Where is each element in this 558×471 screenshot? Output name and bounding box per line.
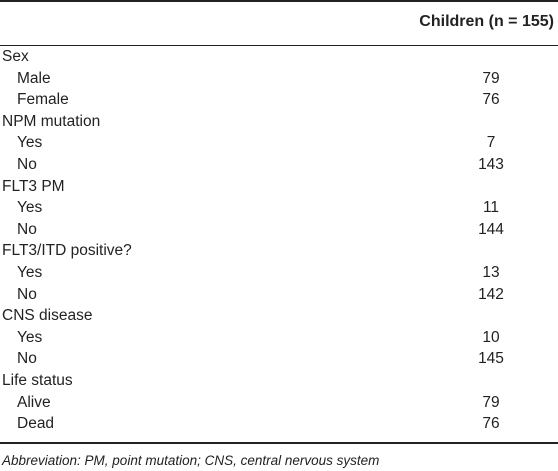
- row-label: No: [17, 285, 37, 303]
- table-row: Yes 13: [0, 262, 558, 284]
- bottom-rule: [0, 442, 558, 444]
- table-body: Sex Male 79 Female 76 NPM mutation Yes 7…: [0, 46, 558, 435]
- table-row: Yes 10: [0, 327, 558, 349]
- table-row: FLT3/ITD positive?: [0, 240, 558, 262]
- row-label: Yes: [17, 263, 43, 281]
- row-value: 10: [482, 328, 500, 346]
- row-value: 79: [482, 69, 500, 87]
- row-label: Alive: [17, 393, 51, 411]
- table-row: CNS disease: [0, 305, 558, 327]
- row-value: 142: [478, 285, 504, 303]
- header-rule: [0, 45, 558, 46]
- table-row: Yes 7: [0, 132, 558, 154]
- row-label: Life status: [2, 371, 73, 389]
- row-label: FLT3 PM: [2, 177, 65, 195]
- table-row: NPM mutation: [0, 111, 558, 133]
- table-row: Female 76: [0, 89, 558, 111]
- table-header: Children (n = 155): [0, 0, 558, 45]
- table-footnote: Abbreviation: PM, point mutation; CNS, c…: [2, 453, 380, 468]
- row-label: FLT3/ITD positive?: [2, 242, 132, 260]
- row-label: Yes: [17, 328, 43, 346]
- top-rule: [0, 0, 558, 2]
- table-row: FLT3 PM: [0, 176, 558, 198]
- row-value: 143: [478, 155, 504, 173]
- row-value: 79: [482, 393, 500, 411]
- row-label: NPM mutation: [2, 112, 101, 130]
- row-value: 7: [486, 134, 496, 152]
- table-row: No 143: [0, 154, 558, 176]
- table-row: No 144: [0, 219, 558, 241]
- row-label: No: [17, 155, 37, 173]
- row-label: Male: [17, 69, 51, 87]
- table-row: Male 79: [0, 68, 558, 90]
- row-value: 76: [482, 415, 500, 433]
- table-row: Life status: [0, 370, 558, 392]
- table-row: Sex: [0, 46, 558, 68]
- row-value: 145: [478, 350, 504, 368]
- row-value: 13: [482, 263, 500, 281]
- row-label: CNS disease: [2, 307, 93, 325]
- column-header-children: Children (n = 155): [419, 13, 554, 30]
- row-label: Sex: [2, 48, 29, 65]
- row-label: Yes: [17, 134, 43, 152]
- row-label: Yes: [17, 199, 43, 217]
- table-row: No 145: [0, 348, 558, 370]
- row-value: 11: [482, 199, 500, 217]
- row-value: 144: [478, 220, 504, 238]
- row-label: Dead: [17, 415, 55, 433]
- row-label: No: [17, 350, 37, 368]
- row-label: No: [17, 220, 37, 238]
- row-value: 76: [482, 91, 500, 109]
- table-row: Yes 11: [0, 197, 558, 219]
- table-row: Alive 79: [0, 392, 558, 414]
- row-label: Female: [17, 91, 69, 109]
- table-row: Dead 76: [0, 413, 558, 435]
- table-row: No 142: [0, 284, 558, 306]
